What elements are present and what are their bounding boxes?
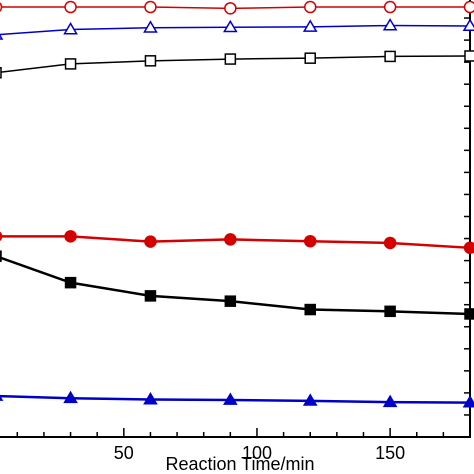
x-tick-label: 150 [375,443,405,463]
data-point [223,392,238,405]
data-point [304,52,316,64]
series-layer [0,0,474,408]
data-point [303,0,317,14]
data-point [462,395,474,408]
series-5 [0,250,474,320]
data-point [64,230,77,243]
data-point [383,0,397,14]
data-point [384,50,396,63]
data-point [302,393,318,406]
data-point [64,58,77,70]
data-point [143,392,158,405]
data-point [463,241,474,255]
data-point [464,50,474,62]
series-6 [0,390,474,408]
data-point [144,55,157,67]
data-point [224,2,237,15]
data-point [304,303,316,316]
data-point [0,66,2,79]
series-4 [0,230,474,255]
data-point [143,20,158,33]
series-2 [0,18,474,40]
data-point [144,0,157,14]
data-point [224,53,237,65]
data-point [144,290,157,302]
tick-labels: 50 100 150 [114,443,405,463]
x-axis-title: Reaction Time/min [165,454,314,474]
x-tick-label: 50 [114,443,134,463]
data-point [382,18,398,31]
data-point [64,0,77,14]
data-point [223,19,238,33]
series-3 [0,50,474,79]
data-point [302,19,318,32]
axes [0,0,471,438]
data-point [0,2,3,12]
data-point [63,390,78,404]
data-point [144,235,157,248]
data-point [0,250,2,262]
data-point [0,395,4,401]
data-point [464,308,474,320]
data-point [0,34,4,40]
data-point [63,22,78,35]
series-1 [0,0,474,15]
data-point [0,231,3,242]
data-point [383,236,397,250]
data-point [384,305,396,318]
data-point [462,18,474,31]
data-point [224,233,237,246]
data-point [463,0,474,14]
data-point [382,394,398,408]
data-point [303,234,317,248]
x-tick-label: 100 [242,443,272,463]
data-point [64,276,77,289]
data-point [224,295,237,307]
